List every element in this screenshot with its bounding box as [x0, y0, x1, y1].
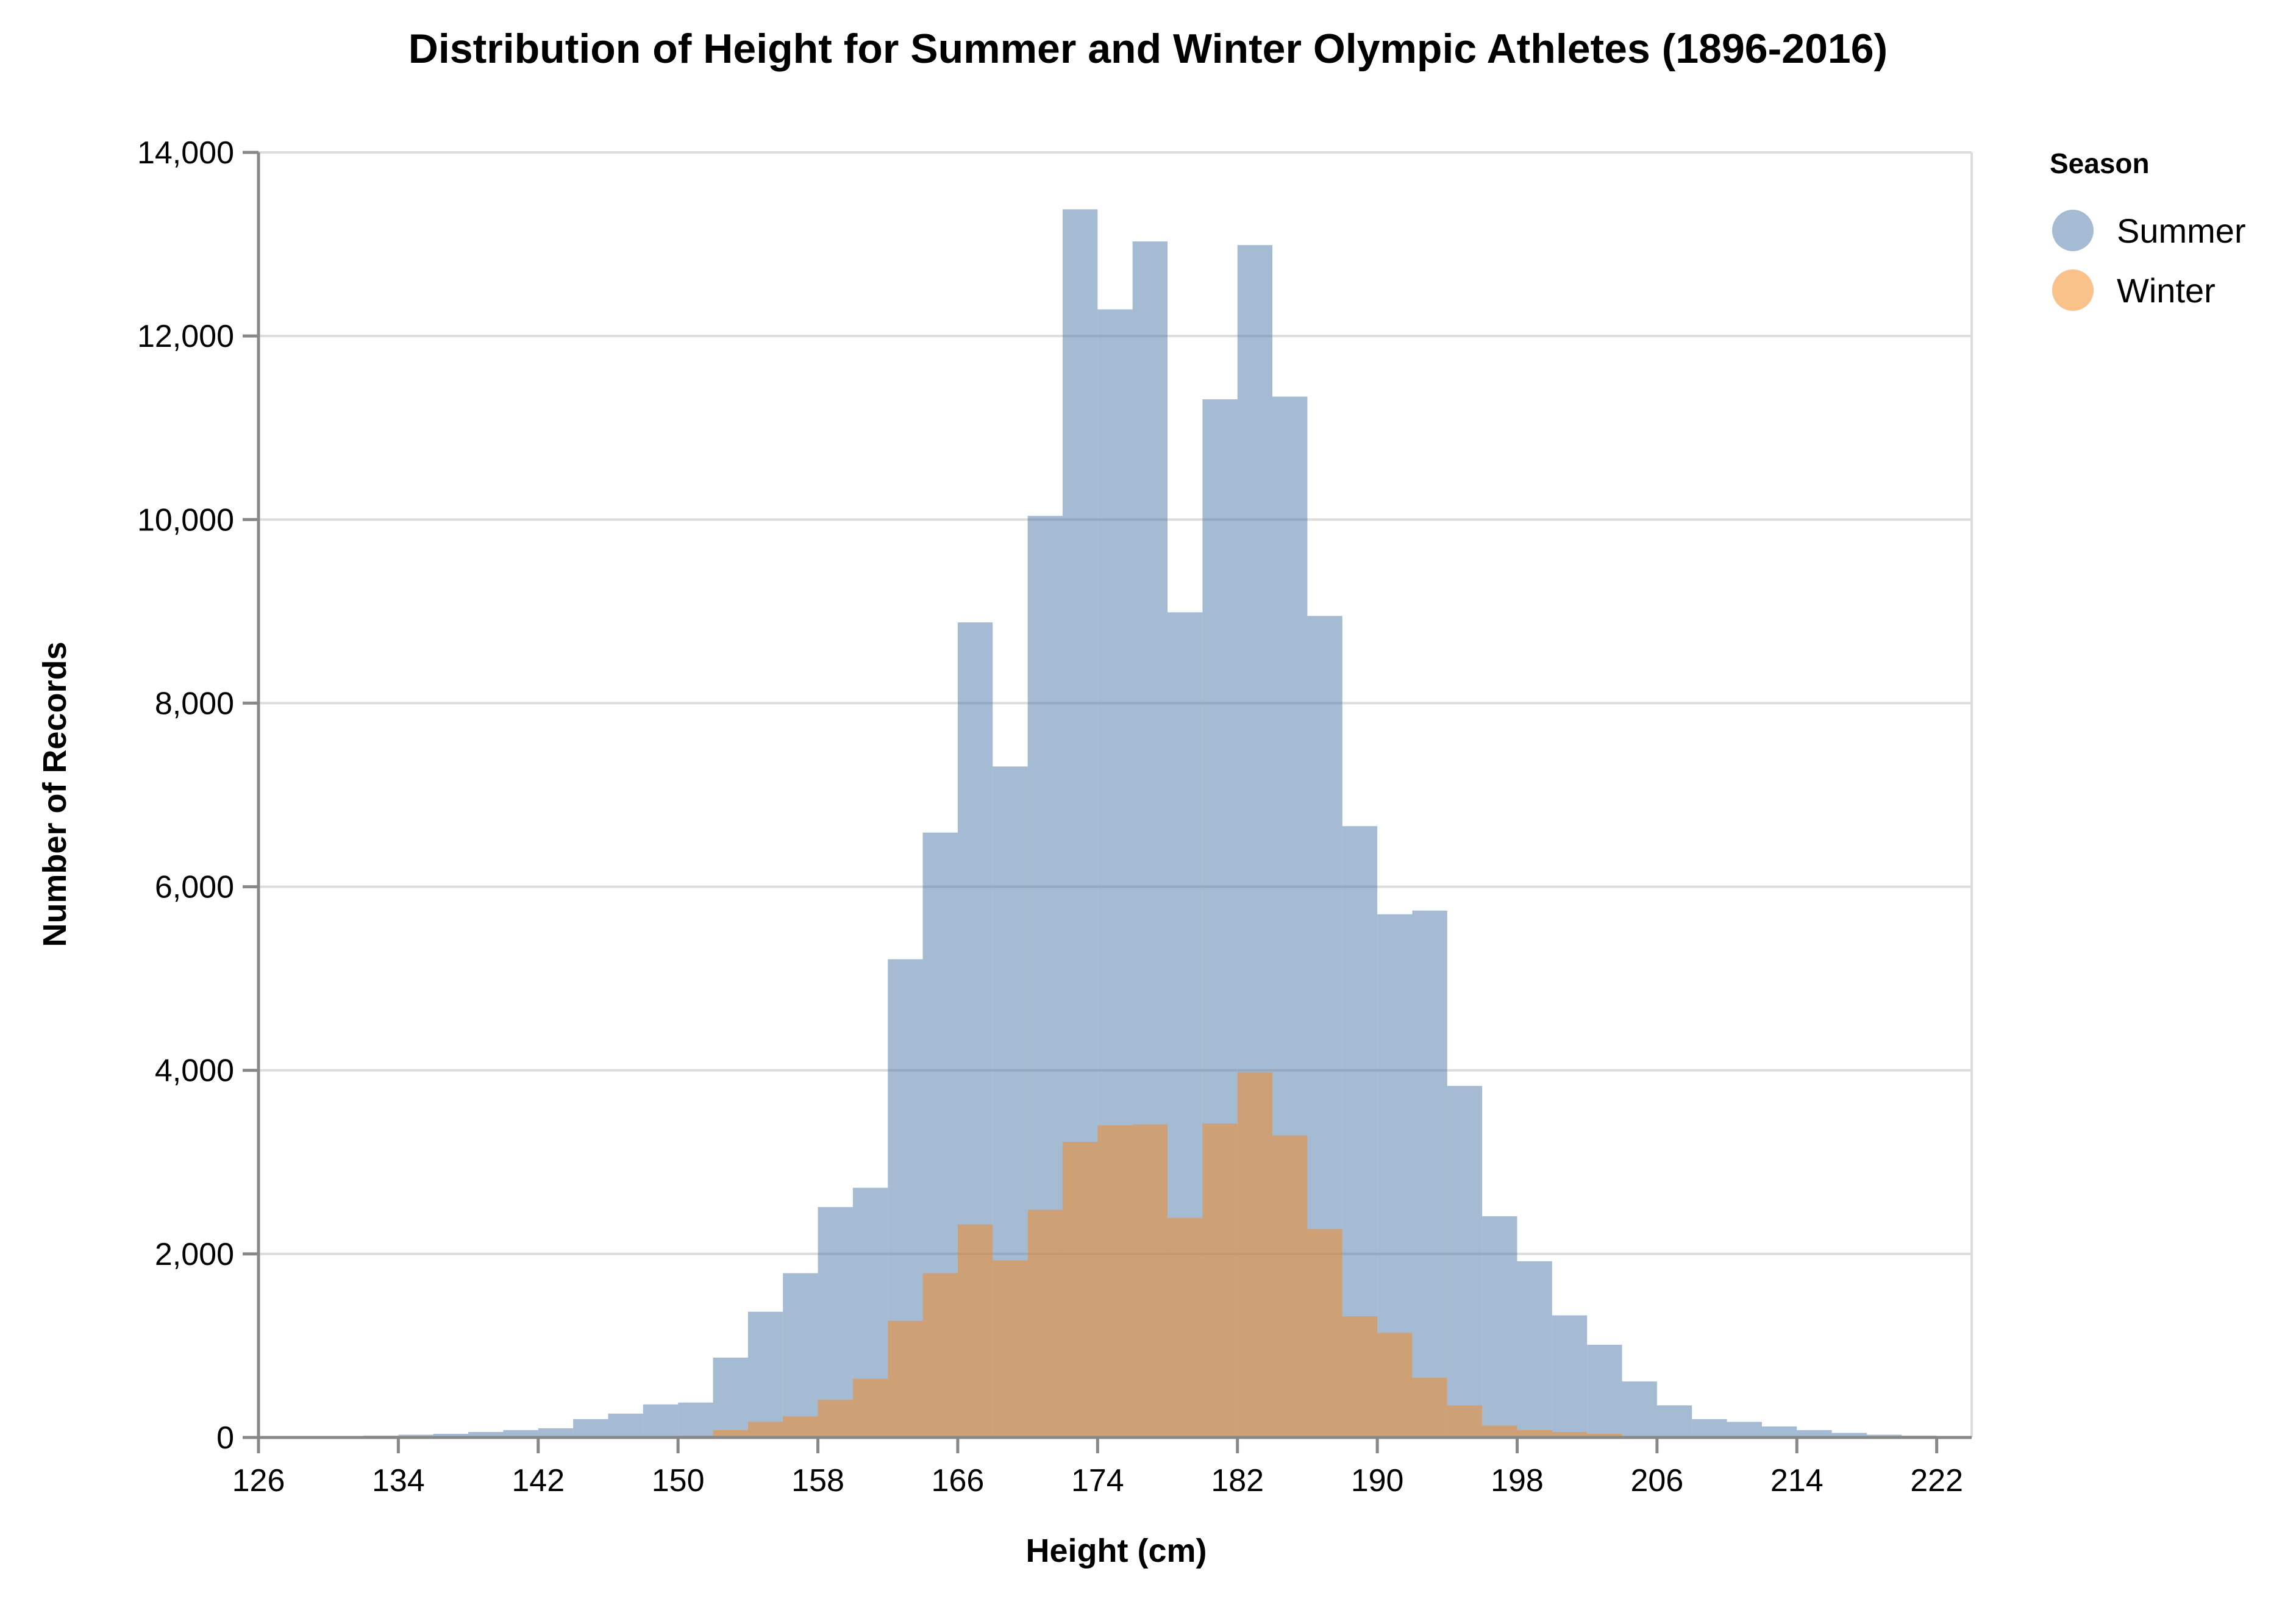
x-tick-label: 222: [1910, 1463, 1963, 1498]
winter-bar: [1447, 1405, 1483, 1437]
summer-bar: [643, 1404, 679, 1437]
winter-bar: [1272, 1135, 1308, 1437]
x-tick-label: 182: [1211, 1463, 1264, 1498]
winter-legend-label: Winter: [2117, 271, 2216, 310]
summer-bar: [678, 1402, 713, 1437]
winter-bar: [1412, 1378, 1447, 1437]
summer-bar: [818, 1207, 853, 1437]
bars: [258, 209, 1972, 1438]
y-tick-label: 12,000: [137, 319, 234, 354]
summer-bar: [1587, 1344, 1622, 1437]
winter-bar: [783, 1416, 818, 1437]
summer-bar: [573, 1419, 608, 1437]
legend-title: Season: [2050, 148, 2150, 179]
summer-bar: [608, 1413, 643, 1437]
winter-bar: [993, 1260, 1028, 1437]
summer-bar: [713, 1358, 748, 1437]
summer-bar: [1552, 1315, 1588, 1437]
summer-bar: [1447, 1086, 1483, 1437]
summer-legend-label: Summer: [2117, 212, 2246, 250]
summer-bar: [503, 1430, 538, 1437]
winter-bar: [1377, 1333, 1413, 1437]
winter-bar: [713, 1430, 748, 1437]
axes: 0 2,000 4,000 6,000 8,000 10,000 12,000 14,000 1…: [137, 135, 1972, 1498]
y-tick-label: 0: [216, 1420, 234, 1456]
summer-bar: [433, 1433, 469, 1437]
summer-bar: [1482, 1216, 1517, 1437]
summer-bar: [1727, 1422, 1762, 1437]
x-tick-label: 142: [512, 1463, 565, 1498]
winter-bar: [1062, 1142, 1098, 1437]
x-tick-label: 126: [232, 1463, 285, 1498]
winter-bar: [1342, 1316, 1378, 1437]
y-tick-label: 8,000: [155, 686, 234, 721]
y-axis-title: Number of Records: [37, 641, 73, 947]
summer-legend-symbol: [2052, 210, 2094, 251]
x-tick-label: 150: [652, 1463, 705, 1498]
summer-bar: [1622, 1381, 1657, 1437]
summer-bar: [1797, 1430, 1832, 1437]
summer-bar: [1412, 910, 1447, 1437]
winter-bar: [747, 1422, 783, 1437]
winter-legend-symbol: [2052, 269, 2094, 311]
x-tick-label: 166: [932, 1463, 985, 1498]
winter-bar: [888, 1320, 923, 1437]
summer-bar: [538, 1428, 574, 1437]
winter-bar: [1132, 1124, 1168, 1437]
summer-bar: [1761, 1426, 1797, 1437]
summer-bar: [1517, 1261, 1552, 1437]
x-tick-label: 134: [372, 1463, 425, 1498]
summer-bar: [1692, 1419, 1727, 1437]
winter-bar: [1168, 1218, 1203, 1437]
x-tick-label: 206: [1630, 1463, 1683, 1498]
winter-bar: [1202, 1124, 1238, 1437]
summer-bar: [1831, 1433, 1867, 1437]
x-tick-label: 190: [1351, 1463, 1404, 1498]
winter-bar: [1552, 1431, 1588, 1437]
winter-bar: [1482, 1425, 1517, 1437]
y-tick-label: 6,000: [155, 870, 234, 905]
winter-bar: [1237, 1072, 1273, 1437]
winter-bar: [1307, 1229, 1342, 1437]
x-axis-title: Height (cm): [1026, 1533, 1207, 1569]
x-tick-label: 174: [1071, 1463, 1124, 1498]
winter-bar: [818, 1400, 853, 1437]
x-tick-label: 158: [791, 1463, 844, 1498]
winter-bar: [1587, 1433, 1622, 1437]
winter-bar: [922, 1273, 958, 1437]
summer-bar: [783, 1273, 818, 1437]
y-tick-label: 14,000: [137, 135, 234, 171]
summer-bar: [468, 1431, 504, 1437]
chart-title: Distribution of Height for Summer and Wi…: [408, 26, 1888, 72]
legend: Season Summer Winter: [2050, 148, 2246, 311]
summer-bar: [747, 1311, 783, 1437]
winter-bar: [852, 1378, 888, 1437]
winter-bar: [957, 1224, 993, 1437]
summer-bar: [1656, 1405, 1692, 1437]
y-tick-label: 2,000: [155, 1237, 234, 1272]
winter-bar: [1097, 1125, 1133, 1437]
winter-bar: [1027, 1209, 1063, 1437]
x-tick-label: 214: [1770, 1463, 1824, 1498]
y-tick-label: 4,000: [155, 1053, 234, 1089]
y-tick-label: 10,000: [137, 502, 234, 538]
x-tick-label: 198: [1491, 1463, 1544, 1498]
winter-bar: [1517, 1430, 1552, 1437]
